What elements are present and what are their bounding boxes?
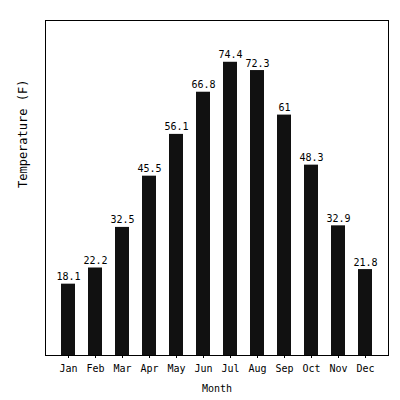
svg-text:21.8: 21.8 — [353, 257, 377, 268]
svg-text:61: 61 — [278, 102, 290, 113]
svg-text:Jun: Jun — [194, 363, 212, 374]
svg-text:Jul: Jul — [221, 363, 239, 374]
svg-text:32.5: 32.5 — [110, 214, 134, 225]
svg-text:Month: Month — [202, 383, 232, 394]
svg-text:56.1: 56.1 — [164, 121, 188, 132]
svg-text:May: May — [167, 363, 185, 374]
svg-text:66.8: 66.8 — [191, 79, 215, 90]
svg-text:Mar: Mar — [113, 363, 131, 374]
svg-text:45.5: 45.5 — [137, 163, 161, 174]
svg-text:Apr: Apr — [140, 363, 158, 374]
svg-text:18.1: 18.1 — [56, 271, 80, 282]
svg-text:Jan: Jan — [59, 363, 77, 374]
svg-text:Sep: Sep — [275, 363, 293, 374]
svg-text:72.3: 72.3 — [245, 58, 269, 69]
svg-text:Feb: Feb — [86, 363, 104, 374]
svg-text:Nov: Nov — [329, 363, 347, 374]
svg-text:22.2: 22.2 — [83, 255, 107, 266]
svg-text:Oct: Oct — [302, 363, 320, 374]
svg-text:Temperature (F): Temperature (F) — [16, 80, 30, 188]
svg-text:74.4: 74.4 — [218, 49, 242, 60]
svg-text:32.9: 32.9 — [326, 213, 350, 224]
svg-text:48.3: 48.3 — [299, 152, 323, 163]
svg-text:Aug: Aug — [248, 363, 266, 374]
svg-text:Dec: Dec — [356, 363, 374, 374]
